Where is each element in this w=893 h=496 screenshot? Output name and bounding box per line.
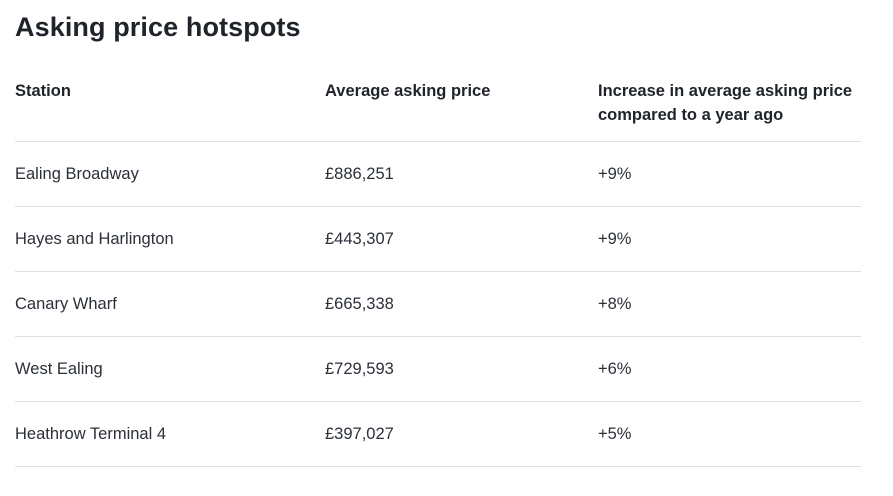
cell-station: West Ealing: [15, 336, 325, 402]
cell-price: £729,593: [325, 336, 598, 402]
cell-station: Canary Wharf: [15, 271, 325, 337]
cell-increase: +5%: [598, 401, 861, 467]
page-title: Asking price hotspots: [15, 12, 301, 42]
cell-price: £443,307: [325, 206, 598, 272]
header-increase-line-2: compared to a year ago: [598, 106, 784, 124]
table-row: Canary Wharf £665,338 +8%: [15, 271, 861, 337]
table-row: West Ealing £729,593 +6%: [15, 336, 861, 402]
header-increase-line-1: Increase in average asking price: [598, 82, 853, 100]
table-row: Ealing Broadway £886,251 +9%: [15, 141, 861, 207]
cell-increase: +6%: [598, 336, 861, 402]
table-header-row: Station Average asking price Increase in…: [15, 73, 861, 142]
cell-station: Hayes and Harlington: [15, 206, 325, 272]
cell-price: £397,027: [325, 401, 598, 467]
cell-increase: +9%: [598, 141, 861, 207]
header-station: Station: [15, 73, 325, 142]
cell-increase: +9%: [598, 206, 861, 272]
cell-increase: +8%: [598, 271, 861, 337]
table-row: Hayes and Harlington £443,307 +9%: [15, 206, 861, 272]
hotspots-table: Station Average asking price Increase in…: [15, 73, 861, 467]
cell-price: £886,251: [325, 141, 598, 207]
cell-station: Ealing Broadway: [15, 141, 325, 207]
cell-station: Heathrow Terminal 4: [15, 401, 325, 467]
table-row: Heathrow Terminal 4 £397,027 +5%: [15, 401, 861, 467]
header-increase: Increase in average asking price compare…: [598, 73, 861, 142]
header-average-asking-price: Average asking price: [325, 73, 598, 142]
cell-price: £665,338: [325, 271, 598, 337]
